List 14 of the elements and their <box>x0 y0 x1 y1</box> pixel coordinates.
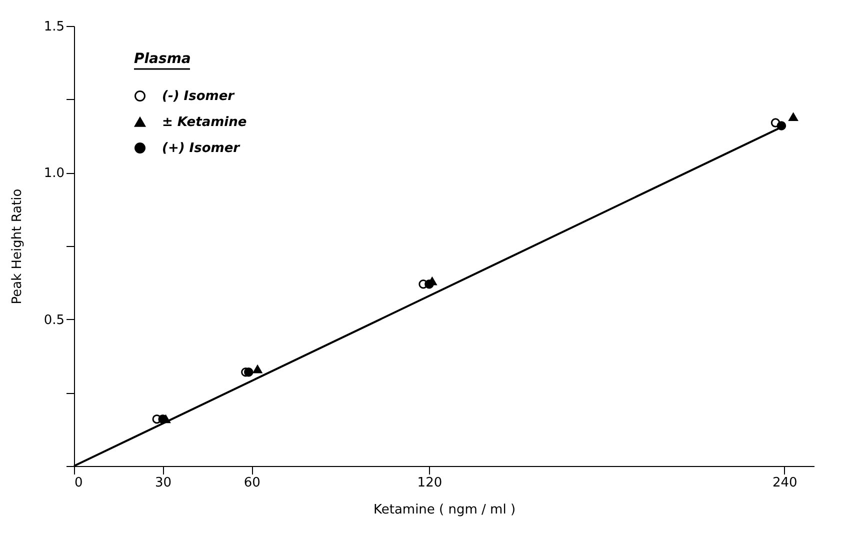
legend-label: ± Ketamine <box>162 115 247 130</box>
legend-title: Plasma <box>134 51 191 67</box>
y-tick-label: 0.5 <box>44 312 64 328</box>
y-tick-label: 1.0 <box>44 166 64 182</box>
legend-label: (-) Isomer <box>162 89 236 104</box>
y-tick-label: 1.5 <box>44 20 64 34</box>
x-tick-label: 60 <box>244 476 260 490</box>
x-tick-label: 0 <box>74 476 83 490</box>
x-tick-label: 240 <box>772 476 798 490</box>
x-tick-label: 30 <box>155 476 172 490</box>
x-tick-label: 120 <box>417 476 442 490</box>
legend-label: (+) Isomer <box>162 141 242 156</box>
y-axis-title: Peak Height Ratio <box>10 188 25 304</box>
x-axis-title: Ketamine ( ngm / ml ) <box>373 502 516 518</box>
